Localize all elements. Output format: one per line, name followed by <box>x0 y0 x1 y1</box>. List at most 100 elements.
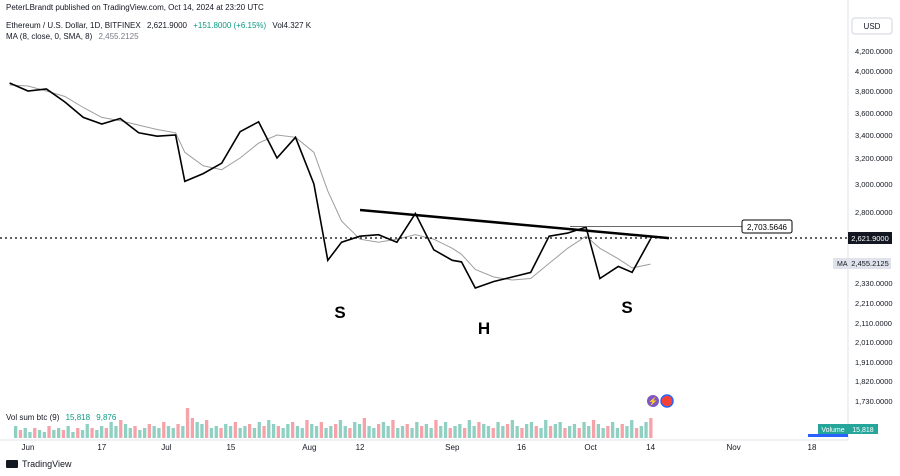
time-axis: Jun 17 Jul 15 Aug 12 Sep 16 Oct 14 Nov 18 <box>22 443 817 452</box>
volume-bar <box>104 428 108 438</box>
event-icons[interactable]: ⚡ <box>647 394 674 408</box>
volume-bar <box>601 428 605 438</box>
volume-bar <box>324 428 328 438</box>
volume-bar <box>463 428 467 438</box>
volume-bar <box>152 426 156 438</box>
price-tick-label: 2,800.0000 <box>855 208 893 217</box>
volume-bar <box>334 424 338 438</box>
volume-bar <box>529 422 534 438</box>
volume-bar <box>534 426 538 438</box>
currency-box[interactable] <box>851 17 893 35</box>
volume-bar <box>276 426 280 438</box>
volume-bar <box>166 426 171 438</box>
volume-bar <box>386 426 390 438</box>
volume-indicator-name[interactable]: Vol sum btc (9) <box>6 413 60 422</box>
volume-bar <box>238 428 242 438</box>
volume-bar <box>525 424 529 438</box>
volume-bar <box>639 426 643 438</box>
lightning-icon[interactable] <box>647 395 659 407</box>
volume-legend: Vol sum btc (9) 15,818 9,876 <box>6 413 120 422</box>
volume-bar <box>501 426 505 438</box>
volume-bar <box>171 428 175 438</box>
volume-bar <box>620 424 624 438</box>
volume-bar <box>520 428 524 438</box>
annotation-left-shoulder: S <box>334 303 345 322</box>
volume-bar <box>23 428 27 438</box>
volume-bar <box>305 420 309 438</box>
volume-readout: Vol4.327 K <box>272 21 312 30</box>
volume-bar <box>391 420 395 438</box>
symbol-name[interactable]: Ethereum / U.S. Dollar, 1D, BITFINEX <box>6 21 141 30</box>
volume-bar <box>100 426 104 438</box>
volume-bar <box>42 432 46 438</box>
volume-bar <box>505 424 510 438</box>
annotation-right-shoulder: S <box>621 298 632 317</box>
ma-series-line <box>9 84 651 281</box>
volume-bar <box>90 428 94 438</box>
ma-tag-name: MA <box>837 261 848 268</box>
neckline-label-box <box>741 219 793 234</box>
volume-bar <box>615 428 620 438</box>
volume-bar <box>486 426 491 438</box>
volume-bar <box>482 424 486 438</box>
time-tick-label: Sep <box>445 443 460 452</box>
volume-bar <box>544 420 548 438</box>
volume-bar <box>577 428 581 438</box>
price-tick-label: 3,200.0000 <box>855 154 893 163</box>
price-axis: 4,200.0000 4,000.0000 3,800.0000 3,600.0000… <box>855 47 893 406</box>
volume-bar <box>14 426 18 438</box>
price-tick-label: 4,200.0000 <box>855 47 893 56</box>
volume-bar <box>377 424 381 438</box>
us-flag-icon[interactable] <box>660 394 674 408</box>
volume-bar <box>453 426 457 438</box>
volume-bar <box>319 422 323 438</box>
volume-bar <box>205 420 209 438</box>
publisher-text: PeterLBrandt published on TradingView.co… <box>6 3 264 12</box>
volume-bar <box>80 430 85 438</box>
svg-text:⚡: ⚡ <box>648 396 658 406</box>
price-tick-label: 2,210.0000 <box>855 299 893 308</box>
volume-bar <box>147 424 151 438</box>
volume-bar <box>281 428 285 438</box>
volume-bar <box>515 426 519 438</box>
volume-bar <box>300 428 304 438</box>
volume-bar <box>291 422 295 438</box>
annotation-head: H <box>478 319 490 338</box>
volume-bar <box>548 426 553 438</box>
volume-bar <box>606 426 610 438</box>
symbol-line: Ethereum / U.S. Dollar, 1D, BITFINEX 2,6… <box>6 21 315 30</box>
visible-range-bar[interactable] <box>808 434 848 437</box>
volume-bar <box>157 428 161 438</box>
volume-bar <box>33 428 37 438</box>
volume-tag-box <box>848 424 878 434</box>
volume-bar <box>439 426 443 438</box>
volume-bar <box>372 428 376 438</box>
volume-bar <box>114 426 118 438</box>
time-tick-label: 14 <box>646 443 655 452</box>
volume-bar <box>424 424 428 438</box>
volume-bars <box>14 408 653 438</box>
ma-tag <box>833 258 891 269</box>
volume-bar <box>611 422 615 438</box>
volume-bar <box>47 426 51 438</box>
volume-value-2: 9,876 <box>96 413 117 422</box>
volume-bar <box>477 422 481 438</box>
price-tick-label: 3,400.0000 <box>855 131 893 140</box>
volume-bar <box>95 430 99 438</box>
volume-bar <box>448 428 452 438</box>
volume-bar <box>568 426 572 438</box>
footer-brand: TradingView <box>22 459 72 469</box>
last-price: 2,621.9000 <box>146 21 187 30</box>
last-price-tag-text: 2,621.9000 <box>851 234 889 243</box>
time-tick-label: Oct <box>584 443 597 452</box>
volume-bar <box>52 430 56 438</box>
price-tick-label: 2,010.0000 <box>855 338 893 347</box>
neckline-trendline[interactable] <box>359 208 670 240</box>
volume-bar <box>243 426 247 438</box>
volume-bar <box>587 426 591 438</box>
volume-bar <box>572 424 577 438</box>
volume-bar <box>510 420 514 438</box>
ma-label[interactable]: MA (8, close, 0, SMA, 8) <box>6 32 93 41</box>
volume-bar <box>61 430 66 438</box>
